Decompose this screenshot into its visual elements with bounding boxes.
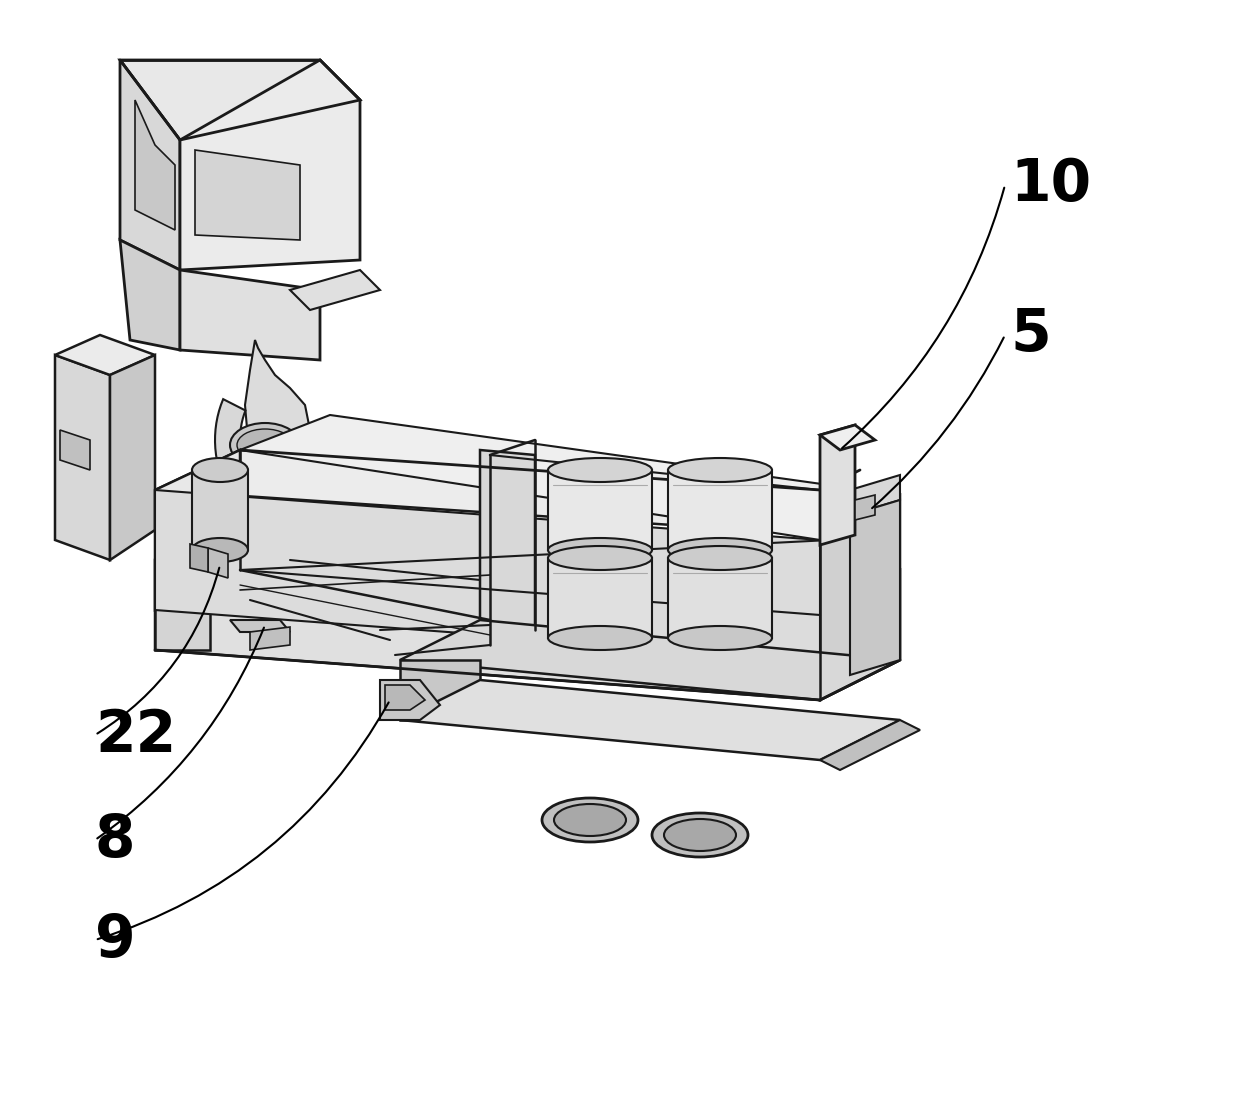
Text: 8: 8 xyxy=(95,811,135,869)
Ellipse shape xyxy=(192,458,248,482)
Polygon shape xyxy=(480,450,534,645)
Ellipse shape xyxy=(668,458,773,482)
Polygon shape xyxy=(55,355,110,560)
Ellipse shape xyxy=(548,458,652,482)
Polygon shape xyxy=(241,415,900,539)
Polygon shape xyxy=(155,560,900,700)
Polygon shape xyxy=(401,680,900,760)
Polygon shape xyxy=(548,558,652,637)
Polygon shape xyxy=(290,270,379,310)
Ellipse shape xyxy=(192,538,248,562)
Polygon shape xyxy=(401,659,480,720)
Ellipse shape xyxy=(668,546,773,570)
Polygon shape xyxy=(155,490,820,659)
Polygon shape xyxy=(548,470,652,550)
Polygon shape xyxy=(379,680,440,720)
Polygon shape xyxy=(155,450,900,535)
Polygon shape xyxy=(155,450,241,610)
Polygon shape xyxy=(180,270,320,360)
Polygon shape xyxy=(135,100,175,230)
Polygon shape xyxy=(820,495,900,700)
Polygon shape xyxy=(190,544,208,573)
Text: 22: 22 xyxy=(95,707,176,763)
Polygon shape xyxy=(856,495,875,520)
Ellipse shape xyxy=(548,546,652,570)
Polygon shape xyxy=(155,490,210,650)
Polygon shape xyxy=(820,425,875,450)
Polygon shape xyxy=(60,430,91,470)
Polygon shape xyxy=(849,475,900,515)
Text: 9: 9 xyxy=(95,912,135,969)
Ellipse shape xyxy=(548,626,652,650)
Polygon shape xyxy=(120,59,360,140)
Ellipse shape xyxy=(542,798,639,842)
Ellipse shape xyxy=(229,423,300,467)
Polygon shape xyxy=(195,150,300,240)
Polygon shape xyxy=(490,490,534,659)
Ellipse shape xyxy=(237,429,293,461)
Polygon shape xyxy=(668,470,773,550)
Polygon shape xyxy=(820,720,920,770)
Polygon shape xyxy=(250,626,290,650)
Ellipse shape xyxy=(663,819,737,851)
Polygon shape xyxy=(208,548,228,578)
Polygon shape xyxy=(55,335,155,375)
Polygon shape xyxy=(192,470,248,550)
Ellipse shape xyxy=(668,626,773,650)
Text: 10: 10 xyxy=(1011,156,1091,214)
Polygon shape xyxy=(246,340,310,478)
Polygon shape xyxy=(110,355,155,560)
Polygon shape xyxy=(668,558,773,637)
Polygon shape xyxy=(120,240,180,350)
Text: 5: 5 xyxy=(1011,306,1050,363)
Ellipse shape xyxy=(548,538,652,562)
Polygon shape xyxy=(229,620,290,632)
Polygon shape xyxy=(180,59,360,270)
Ellipse shape xyxy=(554,804,626,836)
Polygon shape xyxy=(384,685,425,710)
Polygon shape xyxy=(820,425,856,545)
Polygon shape xyxy=(215,400,365,530)
Polygon shape xyxy=(120,59,180,270)
Polygon shape xyxy=(849,500,900,675)
Ellipse shape xyxy=(668,538,773,562)
Ellipse shape xyxy=(652,813,748,857)
Polygon shape xyxy=(401,620,900,700)
